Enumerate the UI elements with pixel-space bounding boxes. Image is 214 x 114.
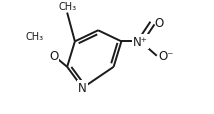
- Text: O: O: [49, 50, 58, 63]
- Text: O: O: [155, 17, 164, 30]
- Text: O⁻: O⁻: [158, 50, 173, 63]
- Text: N: N: [78, 82, 87, 95]
- Text: N⁺: N⁺: [133, 36, 148, 48]
- Text: CH₃: CH₃: [58, 2, 76, 12]
- Text: CH₃: CH₃: [26, 32, 44, 41]
